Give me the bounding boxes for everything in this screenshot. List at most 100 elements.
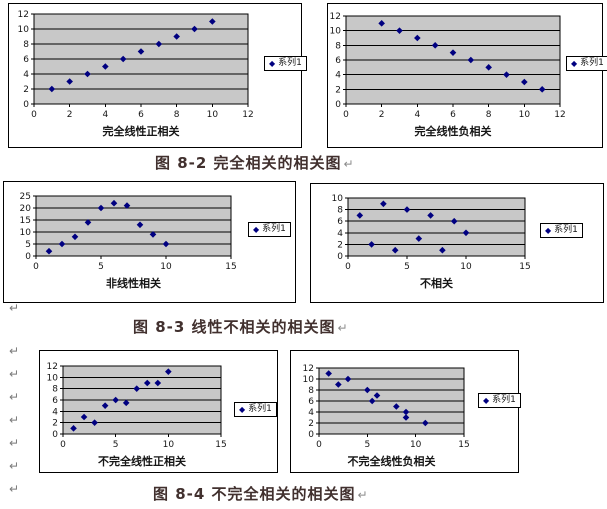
svg-text:6: 6 <box>337 217 343 227</box>
svg-text:0: 0 <box>60 440 66 450</box>
scatter-plot: 0 2 4 6 8 10 12 0 2 4 6 8 10 12 <box>18 10 254 120</box>
caption-text: 图 8-4 不完全相关的相关图 <box>153 485 356 503</box>
svg-text:2: 2 <box>67 110 73 120</box>
svg-text:0: 0 <box>31 110 37 120</box>
svg-text:2: 2 <box>379 110 385 120</box>
svg-text:5: 5 <box>25 240 31 250</box>
svg-text:10: 10 <box>410 440 422 450</box>
svg-text:6: 6 <box>23 55 29 65</box>
svg-text:2: 2 <box>23 85 29 95</box>
legend-label: 系列1 <box>492 395 516 405</box>
svg-text:6: 6 <box>335 56 341 66</box>
svg-text:4: 4 <box>102 110 108 120</box>
svg-text:10: 10 <box>303 375 315 385</box>
paragraph-mark-icon: ↵ <box>9 482 20 496</box>
legend: ◆ 系列1 <box>478 393 521 408</box>
svg-text:0: 0 <box>343 110 349 120</box>
svg-text:15: 15 <box>215 440 226 450</box>
paragraph-mark-icon: ↵ <box>9 413 20 427</box>
figure-caption-8-4: 图 8-4 不完全相关的相关图 ↵ <box>153 483 368 504</box>
svg-text:5: 5 <box>98 262 104 272</box>
legend-label: 系列1 <box>580 58 604 68</box>
svg-text:2: 2 <box>335 85 341 95</box>
x-axis-title: 完全线性负相关 <box>414 125 492 138</box>
x-axis-title: 非线性相关 <box>106 277 161 290</box>
svg-text:8: 8 <box>486 110 492 120</box>
svg-text:12: 12 <box>47 362 58 372</box>
series-diamond-icon: ◆ <box>253 224 260 234</box>
svg-text:10: 10 <box>47 373 59 383</box>
paragraph-mark-icon: ↵ <box>9 459 20 473</box>
legend: ◆ 系列1 <box>248 222 291 237</box>
caption-text: 图 8-3 线性不相关的相关图 <box>133 318 336 336</box>
svg-text:12: 12 <box>18 10 29 20</box>
x-axis-title: 不相关 <box>420 277 453 290</box>
paragraph-mark-icon: ↵ <box>9 344 20 358</box>
chart-perfect-positive-linear[interactable]: 0 2 4 6 8 10 12 0 2 4 6 8 10 12 完全线性正相关 ◆ 系列1 <box>8 3 307 148</box>
scatter-plot: 0 5 10 15 20 25 0 5 10 15 <box>20 192 237 272</box>
x-axis-title: 不完全线性负相关 <box>347 455 436 468</box>
svg-text:5: 5 <box>113 440 119 450</box>
chart-perfect-negative-linear[interactable]: 0 2 4 6 8 10 12 0 2 4 6 8 10 12 完全线性负相关 ◆ 系列1 <box>327 3 607 148</box>
svg-text:0: 0 <box>316 440 322 450</box>
legend: ◆ 系列1 <box>264 56 307 71</box>
chart-imperfect-positive-linear[interactable]: 0 2 4 6 8 10 12 0 5 10 15 不完全线性正相关 ◆ 系列1 <box>39 350 278 473</box>
legend: ◆ 系列1 <box>566 56 607 71</box>
svg-text:4: 4 <box>23 70 29 80</box>
svg-text:20: 20 <box>20 204 32 214</box>
svg-text:10: 10 <box>330 27 342 37</box>
svg-text:10: 10 <box>163 440 175 450</box>
svg-text:12: 12 <box>242 110 253 120</box>
paragraph-mark-icon: ↵ <box>343 157 354 171</box>
svg-text:4: 4 <box>414 110 420 120</box>
x-axis-title: 不完全线性正相关 <box>98 455 186 468</box>
svg-text:0: 0 <box>33 262 39 272</box>
svg-text:10: 10 <box>20 228 32 238</box>
legend: ◆ 系列1 <box>540 223 583 238</box>
svg-text:5: 5 <box>404 262 410 272</box>
legend-label: 系列1 <box>278 58 302 68</box>
svg-text:15: 15 <box>519 262 530 272</box>
scatter-plot: 0 2 4 6 8 10 12 0 2 4 6 8 10 12 <box>330 12 566 120</box>
series-diamond-icon: ◆ <box>269 58 276 68</box>
svg-text:10: 10 <box>160 262 172 272</box>
chart-imperfect-negative-linear[interactable]: 0 2 4 6 8 10 12 0 5 10 15 不完全线性负相关 ◆ 系列1 <box>290 350 521 473</box>
svg-text:8: 8 <box>337 206 343 216</box>
figure-caption-8-2: 图 8-2 完全相关的相关图 ↵ <box>155 152 354 173</box>
svg-text:6: 6 <box>52 396 58 406</box>
chart-nonlinear-correlation[interactable]: 0 5 10 15 20 25 0 5 10 15 非线性相关 ◆ 系列1 <box>3 181 296 303</box>
svg-text:0: 0 <box>23 100 29 110</box>
svg-text:10: 10 <box>519 110 531 120</box>
scatter-plot: 0 24 68 10 0 5 10 15 <box>332 194 531 272</box>
series-diamond-icon: ◆ <box>483 395 490 405</box>
legend: ◆ 系列1 <box>234 402 277 417</box>
svg-text:5: 5 <box>364 440 370 450</box>
legend-label: 系列1 <box>248 404 272 414</box>
svg-text:12: 12 <box>303 364 314 374</box>
series-diamond-icon: ◆ <box>571 58 578 68</box>
svg-text:0: 0 <box>25 252 31 262</box>
x-axis-title: 完全线性正相关 <box>102 125 180 138</box>
legend-label: 系列1 <box>554 225 578 235</box>
svg-text:12: 12 <box>330 12 341 22</box>
svg-text:10: 10 <box>460 262 472 272</box>
svg-text:15: 15 <box>458 440 469 450</box>
paragraph-mark-icon: ↵ <box>9 436 20 450</box>
svg-text:15: 15 <box>20 216 31 226</box>
svg-text:10: 10 <box>332 194 344 204</box>
paragraph-mark-icon: ↵ <box>337 321 348 335</box>
svg-text:4: 4 <box>337 229 343 239</box>
svg-text:12: 12 <box>554 110 565 120</box>
paragraph-mark-icon: ↵ <box>9 390 20 404</box>
svg-text:10: 10 <box>18 25 30 35</box>
svg-text:0: 0 <box>337 252 343 262</box>
figure-caption-8-3: 图 8-3 线性不相关的相关图 ↵ <box>133 316 348 337</box>
svg-text:2: 2 <box>337 240 343 250</box>
series-diamond-icon: ◆ <box>545 225 552 235</box>
chart-uncorrelated[interactable]: 0 2 4 6 8 10 0 5 10 15 不相关 ◆ 系列1 <box>310 183 604 303</box>
svg-text:8: 8 <box>52 385 58 395</box>
svg-text:4: 4 <box>308 408 314 418</box>
svg-text:8: 8 <box>308 386 314 396</box>
svg-text:8: 8 <box>23 40 29 50</box>
